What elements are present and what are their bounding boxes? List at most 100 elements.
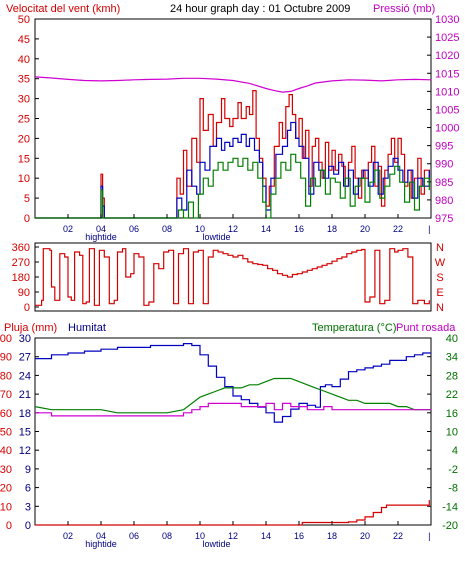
rain-tick-label: 0 — [6, 520, 12, 532]
x-tick-label: 06 — [129, 531, 139, 541]
series-humidity — [35, 343, 431, 423]
temperature-tick-label: 16 — [446, 408, 458, 420]
x-tick-label: 14 — [261, 531, 271, 541]
x-tick-label: 08 — [162, 531, 172, 541]
rain-tick-label: 10 — [0, 501, 12, 513]
wind-tick-label: 45 — [18, 34, 30, 46]
x-tick-label: 16 — [294, 531, 304, 541]
x-tick-label: 06 — [129, 224, 139, 234]
humidity-tick-label: 0 — [25, 520, 31, 532]
wind-tick-label: 0 — [24, 213, 30, 225]
wind-axis-title: Velocitat del vent (kmh) — [6, 3, 120, 15]
time-axes: 02 04 06 08 10 12 14 16 18 20 22 | hightide lowtide 02… — [63, 214, 431, 549]
x-tick-label: 04 — [96, 224, 106, 234]
rain-tick-label: 60 — [0, 408, 12, 420]
humidity-tick-label: 27 — [19, 352, 31, 364]
rain-tick-label: 20 — [0, 483, 12, 495]
pressure-tick-label: 985 — [435, 177, 453, 189]
pressure-tick-label: 1000 — [435, 123, 459, 135]
tide-label: hightide — [85, 232, 117, 242]
wind-tick-label: 5 — [24, 193, 30, 205]
x-tick-label: 02 — [63, 224, 73, 234]
page-title: 24 hour graph day : 01 Octubre 2009 — [170, 3, 350, 15]
temperature-tick-label: 40 — [446, 333, 458, 345]
direction-tick-label: 180 — [12, 272, 30, 284]
humidity-tick-label: 3 — [25, 501, 31, 513]
humidity-tick-label: 30 — [19, 333, 31, 345]
series-pressure — [34, 76, 432, 93]
x-tick-label: 22 — [393, 224, 403, 234]
x-end-mark: | — [428, 224, 430, 234]
x-tick-label: 14 — [261, 224, 271, 234]
rain-tick-label: 70 — [0, 389, 12, 401]
x-tick-label: 22 — [393, 531, 403, 541]
temperature-tick-label: 34 — [446, 352, 458, 364]
temperature-tick-label: -14 — [442, 501, 458, 513]
rain-tick-label: 100 — [0, 333, 12, 345]
humidity-tick-label: 12 — [19, 445, 31, 457]
humidity-chart: 0 10 20 30 40 50 60 70 80 90 100 0 3 6 9 12 15 18 21 24 27 30… — [0, 333, 458, 532]
temperature-tick-label: 22 — [446, 389, 458, 401]
x-tick-label: 16 — [294, 224, 304, 234]
temperature-tick-label: 10 — [446, 427, 458, 439]
x-tick-label: 10 — [195, 224, 205, 234]
pressure-tick-label: 1025 — [435, 32, 459, 44]
pressure-tick-label: 975 — [435, 213, 453, 225]
x-tick-label: 18 — [327, 224, 337, 234]
pressure-tick-label: 1005 — [435, 104, 459, 116]
x-tick-label: 20 — [360, 224, 370, 234]
wind-tick-label: 15 — [18, 153, 30, 165]
temperature-tick-label: 4 — [452, 445, 458, 457]
rain-tick-label: 50 — [0, 427, 12, 439]
series-temperature — [34, 377, 431, 414]
series-wind-gust — [35, 121, 430, 219]
compass-label: E — [436, 287, 443, 299]
compass-label: S — [436, 272, 443, 284]
wind-chart: 0510152025303540455097598098599099510001… — [18, 14, 460, 225]
wind-tick-label: 35 — [18, 74, 30, 86]
temperature-tick-label: -20 — [442, 520, 458, 532]
humidity-tick-label: 6 — [25, 483, 31, 495]
pressure-tick-label: 1015 — [435, 68, 459, 80]
dewpoint-axis-title: Punt rosada — [396, 322, 456, 334]
humidity-tick-label: 15 — [19, 427, 31, 439]
wind-tick-label: 50 — [18, 14, 30, 26]
humidity-tick-label: 18 — [19, 408, 31, 420]
x-tick-label: 04 — [96, 531, 106, 541]
humidity-tick-label: 21 — [19, 389, 31, 401]
humidity-tick-label: 24 — [19, 370, 31, 382]
pressure-tick-label: 990 — [435, 159, 453, 171]
rain-tick-label: 40 — [0, 445, 12, 457]
x-tick-label: 08 — [162, 224, 172, 234]
x-tick-label: 18 — [327, 531, 337, 541]
x-tick-label: 20 — [360, 531, 370, 541]
rain-axis-title: Pluja (mm) — [4, 322, 57, 334]
series-wind-avg — [35, 153, 430, 219]
series-rain — [35, 500, 430, 526]
direction-tick-label: 0 — [24, 302, 30, 314]
wind-tick-label: 40 — [18, 54, 30, 66]
x-tick-label: 10 — [195, 531, 205, 541]
direction-tick-label: 270 — [12, 257, 30, 269]
tide-label: hightide — [85, 539, 117, 549]
wind-tick-label: 10 — [18, 173, 30, 185]
x-tick-label: 12 — [228, 224, 238, 234]
x-tick-label: 02 — [63, 531, 73, 541]
temperature-tick-label: -8 — [448, 483, 458, 495]
compass-label: W — [435, 257, 446, 269]
humidity-panel-frame — [34, 337, 432, 526]
pressure-tick-label: 1010 — [435, 86, 459, 98]
pressure-tick-label: 1030 — [435, 14, 459, 26]
temperature-tick-label: 28 — [446, 370, 458, 382]
tide-label: lowtide — [202, 232, 230, 242]
compass-label: N — [436, 242, 444, 254]
series-direction — [35, 248, 430, 306]
x-tick-label: 12 — [228, 531, 238, 541]
tide-label: lowtide — [202, 539, 230, 549]
pressure-axis-title: Pressió (mb) — [373, 3, 435, 15]
x-end-mark: | — [428, 531, 430, 541]
temperature-tick-label: -2 — [448, 464, 458, 476]
